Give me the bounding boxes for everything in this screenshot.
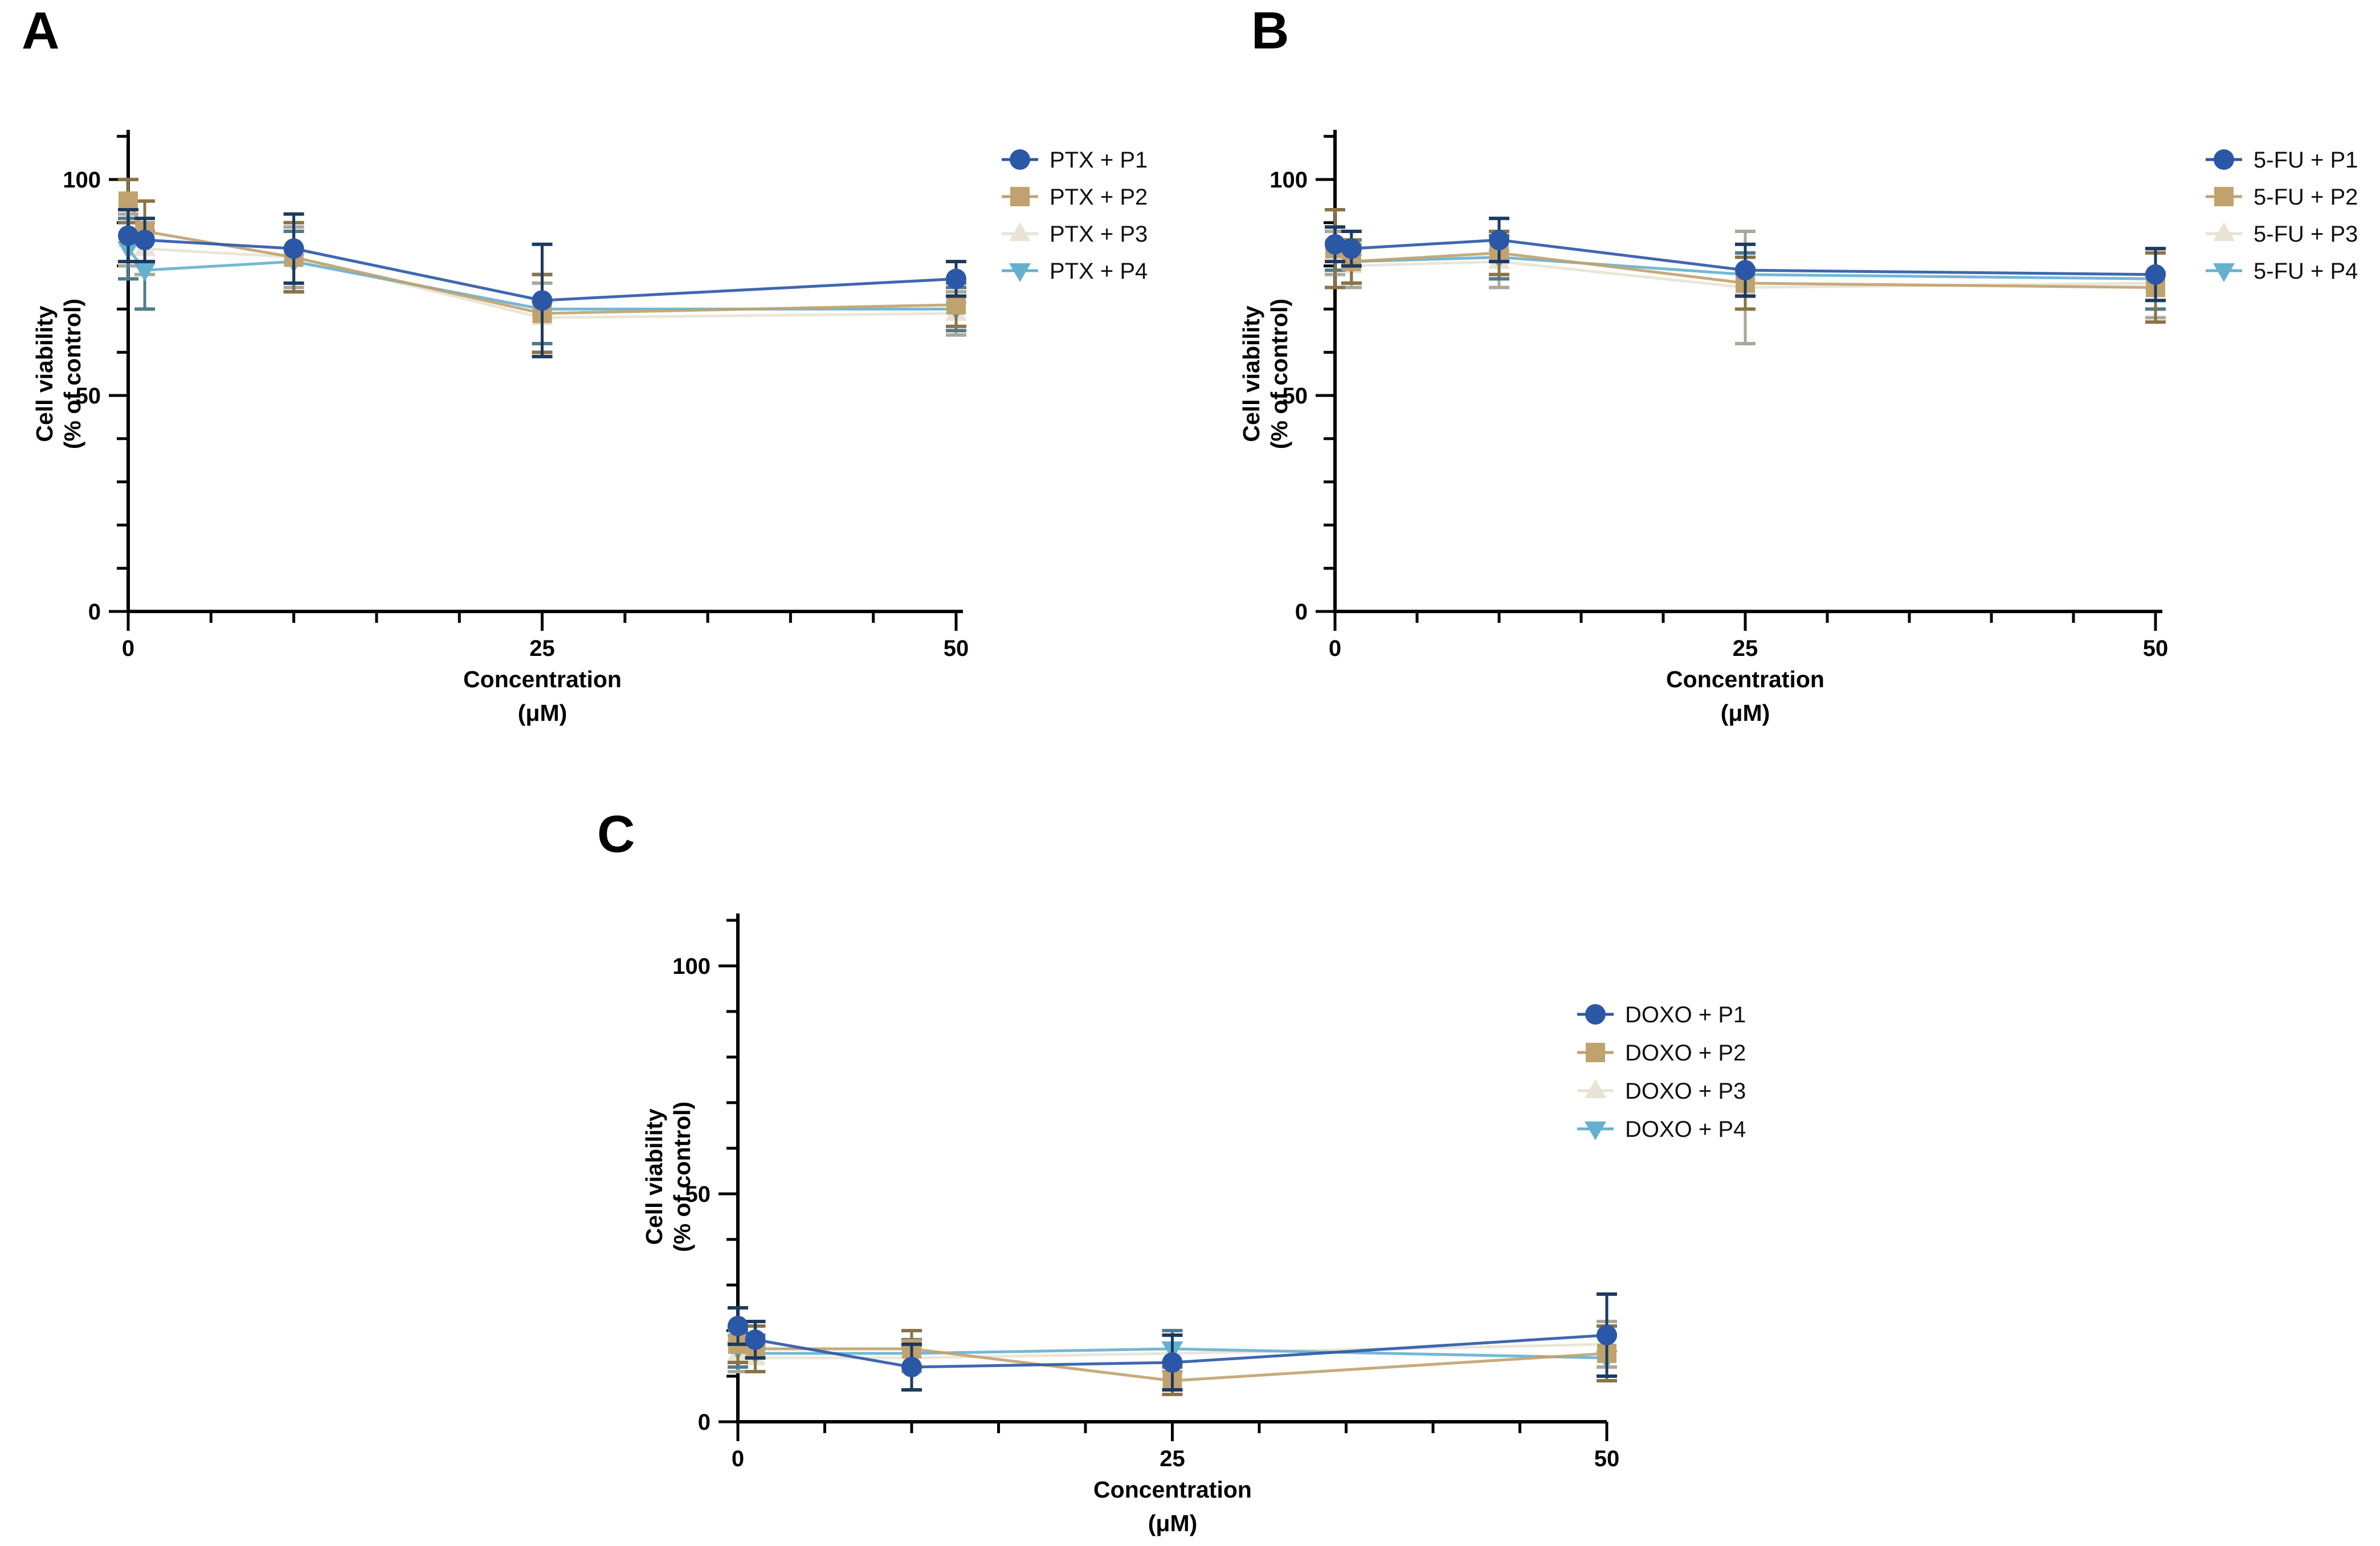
data-point-marker <box>1489 230 1509 251</box>
data-point-marker <box>532 290 553 311</box>
legend-label: DOXO + P3 <box>1625 1079 1746 1104</box>
x-tick-label: 0 <box>732 1446 744 1471</box>
data-point-marker <box>1341 238 1362 259</box>
legend-label: 5-FU + P4 <box>2254 259 2358 284</box>
x-tick-label: 50 <box>2143 636 2169 661</box>
y-axis-title-c: Cell viability (% of control) <box>640 977 696 1376</box>
x-tick-label: 50 <box>1594 1446 1620 1471</box>
series-5-FU+P1 <box>1325 217 2166 303</box>
legend-label: 5-FU + P2 <box>2254 185 2358 210</box>
data-point-marker <box>1325 234 1345 255</box>
y-tick-label: 50 <box>76 384 101 409</box>
x-tick-label: 50 <box>944 636 969 661</box>
data-point-marker <box>1597 1325 1617 1345</box>
legend-marker-square-icon <box>2214 187 2234 206</box>
legend-label: PTX + P2 <box>1050 185 1148 210</box>
y-tick-label: 100 <box>63 168 101 193</box>
x-axis-title-b-line1: Concentration <box>1666 666 1824 692</box>
data-point-marker <box>119 191 138 211</box>
data-point-marker <box>946 268 966 289</box>
data-point-marker <box>1735 260 1756 281</box>
data-point-marker <box>283 238 304 259</box>
x-axis-title-c: Concentration (μM) <box>973 1473 1372 1541</box>
legend-marker-circle-icon <box>1585 1004 1606 1025</box>
y-axis-title-a: Cell viability (% of control) <box>31 174 87 573</box>
legend-marker-circle-icon <box>2214 149 2234 170</box>
y-tick-label: 0 <box>88 599 101 625</box>
y-tick-label: 50 <box>685 1182 711 1207</box>
legend-marker-square-icon <box>1586 1043 1605 1062</box>
x-axis-title-b-unit: (μM) <box>1720 700 1770 727</box>
legend-marker-triangle-up-icon <box>1009 222 1031 241</box>
legend-a: PTX + P1 PTX + P2 PTX + P3 PTX + P4 <box>1002 148 1148 284</box>
legend-marker-triangle-up-icon <box>2213 222 2235 241</box>
panel-label-c: C <box>597 805 635 863</box>
y-axis-title-a-line2: (% of control) <box>59 298 85 450</box>
y-axis-title-b-line1: Cell viability <box>1238 305 1264 442</box>
legend-label: PTX + P1 <box>1050 148 1148 173</box>
series-PTX+P1 <box>118 208 966 358</box>
x-axis-title-a: Concentration (μM) <box>343 663 742 731</box>
data-point-marker <box>946 295 966 315</box>
legend-marker-square-icon <box>1010 187 1030 206</box>
legend-c: DOXO + P1 DOXO + P2 DOXO + P3 DOXO + P4 <box>1577 1002 1746 1142</box>
data-point-marker <box>901 1357 922 1377</box>
y-tick-label: 100 <box>672 954 711 979</box>
panel-label-a: A <box>22 2 60 60</box>
panel-label-b: B <box>1251 2 1289 60</box>
x-axis-title-a-unit: (μM) <box>517 700 568 727</box>
y-axis-title-a-line1: Cell viability <box>31 305 58 442</box>
data-point-marker <box>745 1329 766 1350</box>
x-tick-label: 25 <box>1160 1446 1185 1471</box>
legend-label: DOXO + P2 <box>1625 1041 1746 1066</box>
legend-label: 5-FU + P1 <box>2254 148 2358 173</box>
legend-label: DOXO + P1 <box>1625 1002 1746 1027</box>
y-tick-label: 0 <box>698 1410 711 1435</box>
y-axis-title-b-line2: (% of control) <box>1266 298 1292 450</box>
x-tick-label: 25 <box>1733 636 1758 661</box>
y-tick-label: 100 <box>1269 168 1308 193</box>
x-tick-label: 0 <box>122 636 134 661</box>
x-axis-title-c-unit: (μM) <box>1148 1510 1198 1537</box>
legend-b: 5-FU + P1 5-FU + P2 5-FU + P3 5-FU + P4 <box>2206 148 2358 284</box>
legend-label: PTX + P4 <box>1050 259 1148 284</box>
x-axis-title-c-line1: Concentration <box>1093 1476 1252 1503</box>
data-point-marker <box>134 230 156 251</box>
y-tick-label: 0 <box>1295 599 1308 625</box>
legend-label: 5-FU + P3 <box>2254 222 2358 247</box>
legend-marker-triangle-up-icon <box>1585 1079 1606 1098</box>
legend-label: PTX + P3 <box>1050 222 1148 247</box>
legend-marker-triangle-down-icon <box>1009 263 1031 282</box>
legend-marker-circle-icon <box>1010 149 1030 170</box>
series-DOXO+P1 <box>728 1292 1617 1392</box>
data-point-marker <box>134 263 156 282</box>
data-point-marker <box>118 225 138 246</box>
legend-marker-triangle-down-icon <box>1585 1121 1606 1140</box>
y-axis-title-b: Cell viability (% of control) <box>1238 174 1293 573</box>
data-point-marker <box>2145 264 2166 285</box>
y-tick-label: 50 <box>1283 384 1308 409</box>
x-tick-label: 0 <box>1329 636 1341 661</box>
y-axis-title-c-line1: Cell viability <box>640 1108 667 1245</box>
data-point-marker <box>728 1316 748 1336</box>
x-axis-title-b: Concentration (μM) <box>1546 663 1945 731</box>
legend-marker-triangle-down-icon <box>2213 263 2235 282</box>
legend-label: DOXO + P4 <box>1625 1117 1746 1142</box>
x-axis-title-a-line1: Concentration <box>463 666 622 692</box>
x-tick-label: 25 <box>529 636 555 661</box>
y-axis-title-c-line2: (% of control) <box>669 1101 695 1253</box>
data-point-marker <box>1162 1352 1183 1373</box>
